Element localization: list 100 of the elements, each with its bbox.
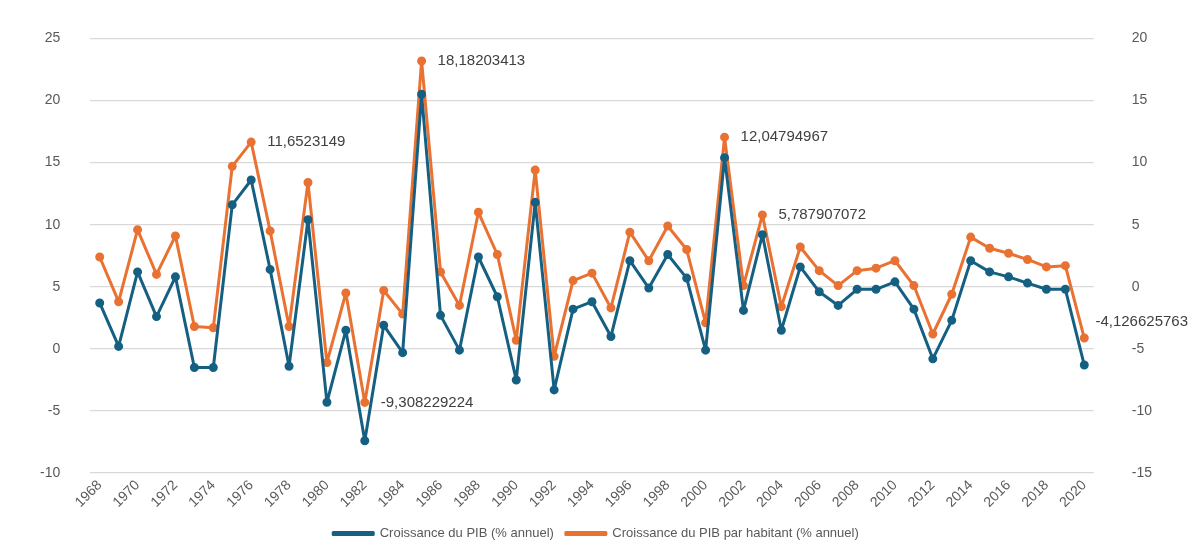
point	[303, 215, 313, 225]
point	[511, 335, 521, 345]
point	[682, 245, 692, 255]
point	[814, 266, 824, 276]
point	[1022, 278, 1032, 288]
y-tick-label: 10	[44, 215, 61, 232]
point	[738, 305, 748, 315]
point	[360, 436, 370, 446]
point	[114, 297, 124, 307]
point	[720, 132, 730, 142]
point	[682, 273, 692, 283]
data-label: 12,04794967	[740, 127, 829, 145]
point	[701, 345, 711, 355]
point	[1079, 333, 1089, 343]
point	[663, 221, 673, 231]
point	[473, 207, 483, 217]
point	[454, 300, 464, 310]
point	[1060, 261, 1070, 271]
point	[227, 161, 237, 171]
point	[814, 287, 824, 297]
point	[776, 325, 786, 335]
point	[852, 266, 862, 276]
point	[890, 277, 900, 287]
point	[1022, 254, 1032, 264]
point	[189, 363, 199, 373]
y2-tick-label: -15	[1131, 463, 1153, 480]
point	[909, 304, 919, 314]
y-tick-label: 25	[44, 29, 61, 46]
point	[985, 267, 995, 277]
y-tick-label: 20	[44, 91, 61, 108]
point	[625, 256, 635, 266]
point	[114, 341, 124, 351]
point	[417, 89, 427, 99]
point	[568, 304, 578, 314]
point	[795, 242, 805, 252]
point	[152, 269, 162, 279]
point	[947, 315, 957, 325]
point	[95, 252, 105, 262]
y-tick-label: 5	[52, 277, 61, 294]
y-tick-label: -10	[40, 463, 61, 480]
point	[644, 283, 654, 293]
point	[928, 354, 938, 364]
data-label: -4,126625763	[1095, 312, 1189, 330]
point	[208, 363, 218, 373]
legend-label: Croissance du PIB par habitant (% annuel)	[612, 525, 859, 541]
y-tick-label: -5	[47, 401, 61, 418]
y2-tick-label: -10	[1131, 401, 1153, 418]
point	[852, 284, 862, 294]
y2-tick-label: 15	[1131, 91, 1148, 108]
point	[720, 153, 730, 163]
y-tick-label: 0	[52, 339, 61, 356]
point	[966, 256, 976, 266]
point	[398, 348, 408, 358]
point	[1004, 272, 1014, 282]
point	[833, 281, 843, 291]
point	[436, 310, 446, 320]
point	[170, 272, 180, 282]
point	[473, 252, 483, 262]
point	[341, 288, 351, 298]
point	[890, 256, 900, 266]
point	[1041, 284, 1051, 294]
point	[303, 177, 313, 187]
point	[587, 297, 597, 307]
point	[795, 262, 805, 272]
y-tick-label: 15	[44, 153, 61, 170]
point	[322, 397, 332, 407]
point	[625, 227, 635, 237]
point	[530, 197, 540, 207]
point	[776, 302, 786, 312]
point	[133, 267, 143, 277]
point	[1079, 360, 1089, 370]
point	[189, 322, 199, 332]
point	[208, 323, 218, 333]
point	[265, 264, 275, 274]
point	[757, 210, 767, 220]
point	[152, 312, 162, 322]
point	[341, 325, 351, 335]
data-label: 11,6523149	[267, 132, 346, 150]
point	[606, 303, 616, 313]
point	[492, 250, 502, 260]
legend-label: Croissance du PIB (% annuel)	[379, 525, 554, 541]
point	[966, 232, 976, 242]
point	[606, 331, 616, 341]
y2-tick-label: 5	[1131, 215, 1140, 232]
point	[1004, 248, 1014, 258]
point	[1060, 284, 1070, 294]
point	[246, 175, 256, 185]
point	[549, 385, 559, 395]
point	[909, 281, 919, 291]
point	[265, 226, 275, 236]
data-label: -9,308229224	[380, 392, 474, 410]
point	[360, 397, 370, 407]
point	[417, 56, 427, 66]
point	[871, 263, 881, 273]
point	[568, 276, 578, 286]
point	[663, 250, 673, 260]
point	[454, 345, 464, 355]
point	[644, 256, 654, 266]
point	[1041, 262, 1051, 272]
y2-tick-label: 10	[1131, 153, 1148, 170]
